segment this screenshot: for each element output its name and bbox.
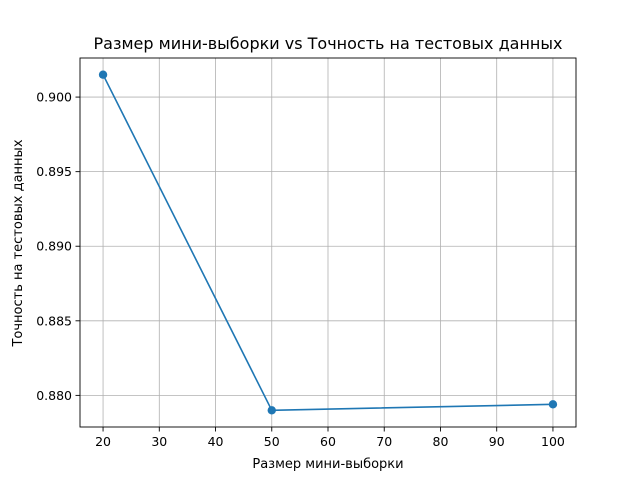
chart-title: Размер мини-выборки vs Точность на тесто… <box>94 34 563 53</box>
y-tick-label-0: 0.880 <box>36 388 72 403</box>
x-tick-label-2: 40 <box>208 434 224 449</box>
x-tick-label-1: 30 <box>151 434 167 449</box>
data-point-0-2 <box>548 400 558 409</box>
x-tick-label-0: 20 <box>95 434 111 449</box>
y-tick-label-3: 0.895 <box>36 164 72 179</box>
x-tick-label-7: 90 <box>489 434 505 449</box>
x-tick-label-5: 70 <box>376 434 392 449</box>
y-tick-label-4: 0.900 <box>36 90 72 105</box>
y-tick-label-1: 0.885 <box>36 313 72 328</box>
y-tick-label-2: 0.890 <box>36 239 72 254</box>
y-axis-label: Точность на тестовых данных <box>11 139 26 347</box>
plot-area: 20 30 40 50 60 70 80 90 100 0.880 0.885 0.890 0.895 0… <box>36 57 577 449</box>
x-tick-label-6: 80 <box>433 434 449 449</box>
x-tick-label-8: 100 <box>541 434 565 449</box>
x-tick-label-3: 50 <box>264 434 280 449</box>
data-point-0-1 <box>267 406 276 415</box>
x-tick-label-4: 60 <box>320 434 336 449</box>
data-point-0-0 <box>98 70 108 79</box>
x-axis-label: Размер мини-выборки <box>252 457 403 472</box>
